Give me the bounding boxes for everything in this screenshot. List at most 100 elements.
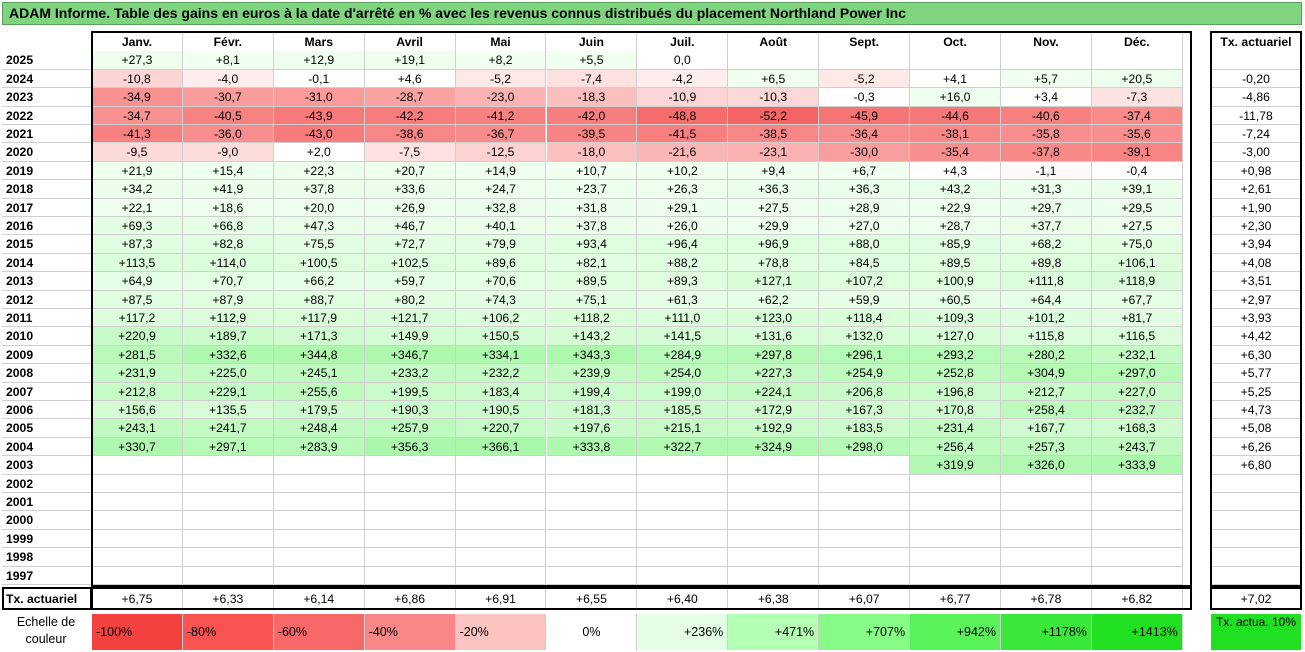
actuarial-cell: +2,97 [1211, 291, 1301, 309]
table-cell: +89,3 [637, 272, 729, 291]
table-cell: +131,6 [728, 327, 820, 346]
table-cell [728, 456, 820, 475]
table-cell: +231,9 [92, 364, 183, 383]
month-header: Févr. [183, 33, 274, 52]
table-cell: +8,1 [182, 51, 274, 70]
table-cell: +111,8 [1001, 272, 1092, 291]
table-cell [455, 474, 547, 493]
table-cell: +245,1 [273, 364, 365, 383]
table-cell: +227,0 [1091, 382, 1183, 401]
table-cell: +199,0 [637, 382, 729, 401]
table-cell [1001, 548, 1092, 567]
table-cell: +47,3 [273, 217, 365, 236]
actuarial-cell: -11,78 [1211, 107, 1301, 125]
table-cell: +68,2 [1001, 235, 1092, 254]
table-cell [182, 456, 274, 475]
table-cell [910, 51, 1001, 70]
table-cell: -28,7 [364, 88, 456, 107]
table-cell [819, 511, 911, 530]
table-cell: -9,5 [92, 143, 183, 162]
table-cell: +297,1 [182, 437, 274, 457]
table-cell: +248,4 [273, 419, 365, 438]
table-cell: +26,3 [637, 180, 729, 199]
actuarial-cell: +5,25 [1211, 383, 1301, 401]
table-cell: +27,0 [819, 217, 911, 236]
table-cell: +114,0 [182, 253, 274, 273]
year-label: 2000 [2, 511, 92, 530]
actuarial-cell: +6,26 [1211, 438, 1301, 457]
table-cell: -23,0 [455, 88, 547, 107]
table-cell: +232,2 [455, 364, 547, 383]
table-cell: -18,3 [546, 88, 638, 107]
table-cell: -35,4 [910, 143, 1001, 162]
table-cell: +88,7 [273, 290, 365, 309]
year-label: 2012 [2, 291, 92, 309]
table-cell: +93,4 [546, 235, 638, 254]
table-cell: +330,7 [92, 437, 183, 457]
table-cell [182, 548, 274, 567]
table-cell: +96,9 [728, 235, 820, 254]
table-cell: +281,5 [92, 345, 183, 365]
table-cell: +231,4 [910, 419, 1001, 438]
year-label: 1997 [2, 567, 92, 585]
month-header: Août [728, 33, 820, 52]
table-cell: +149,9 [364, 327, 456, 346]
table-cell: -5,2 [819, 69, 911, 89]
legend-swatch: +236% [637, 614, 729, 650]
table-cell: +324,9 [728, 437, 820, 457]
table-cell [728, 566, 820, 585]
table-cell: +80,2 [364, 290, 456, 309]
table-cell: +61,3 [637, 290, 729, 309]
table-cell: +96,4 [637, 235, 729, 254]
table-cell: +112,9 [182, 309, 274, 328]
table-cell: -10,3 [728, 88, 820, 107]
table-cell: +10,7 [546, 161, 638, 181]
table-cell: +22,1 [92, 198, 183, 217]
table-cell: +190,3 [364, 401, 456, 420]
table-cell [637, 548, 729, 567]
table-cell [910, 529, 1001, 549]
table-cell: +229,1 [182, 382, 274, 401]
table-cell: +88,2 [637, 253, 729, 273]
table-cell: +150,5 [455, 327, 547, 346]
table-cell [273, 548, 365, 567]
table-cell: +116,5 [1091, 327, 1183, 346]
table-cell: +26,0 [637, 217, 729, 236]
footer-cell: +6,38 [728, 589, 820, 609]
table-cell: -1,1 [1001, 161, 1092, 181]
footer-cell: +6,78 [1001, 589, 1092, 609]
table-cell: 0,0 [637, 51, 729, 70]
table-cell [1001, 51, 1092, 70]
actuarial-cell [1211, 567, 1301, 585]
table-cell: +257,3 [1001, 437, 1092, 457]
table-cell: -23,1 [728, 143, 820, 162]
actuarial-cell: +4,73 [1211, 401, 1301, 420]
table-cell: +206,8 [819, 382, 911, 401]
table-cell: +280,2 [1001, 345, 1092, 365]
table-cell [728, 511, 820, 530]
table-cell: -18,0 [546, 143, 638, 162]
table-cell: +123,0 [728, 309, 820, 328]
table-cell: +27,3 [92, 51, 183, 70]
table-cell: -39,1 [1091, 143, 1183, 162]
table-cell [273, 456, 365, 475]
table-cell [92, 474, 183, 493]
footer-cell: +6,40 [637, 589, 729, 609]
table-cell [455, 548, 547, 567]
table-cell: +28,7 [910, 217, 1001, 236]
legend-swatch: 0% [546, 614, 638, 650]
table-cell: +27,5 [728, 198, 820, 217]
table-cell: +141,5 [637, 327, 729, 346]
table-cell: +297,8 [728, 345, 820, 365]
table-cell: +132,0 [819, 327, 911, 346]
table-cell: +37,7 [1001, 217, 1092, 236]
table-cell: +106,1 [1091, 253, 1183, 273]
table-cell [819, 51, 911, 70]
table-cell: +304,9 [1001, 364, 1092, 383]
table-cell [1001, 474, 1092, 493]
month-header: Nov. [1001, 33, 1092, 52]
table-cell: +199,5 [364, 382, 456, 401]
table-cell [546, 548, 638, 567]
table-cell: +29,5 [1091, 198, 1183, 217]
table-cell: -40,5 [182, 106, 274, 125]
